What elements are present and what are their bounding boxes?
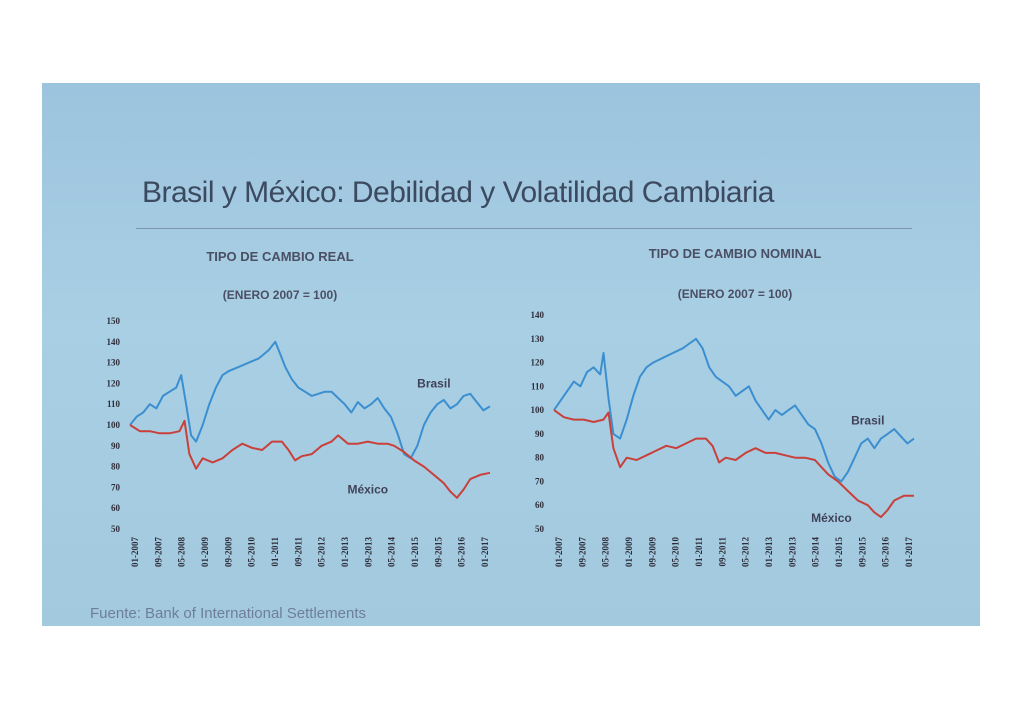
x-tick-label: 05-2010 bbox=[247, 537, 257, 567]
y-tick-label: 50 bbox=[111, 524, 121, 534]
title-divider bbox=[136, 228, 912, 229]
y-tick-label: 70 bbox=[535, 476, 545, 486]
slide-title: Brasil y México: Debilidad y Volatilidad… bbox=[142, 176, 774, 209]
chart-subtitle-nominal: (ENERO 2007 = 100) bbox=[677, 287, 793, 301]
series-label-brasil: Brasil bbox=[417, 377, 450, 391]
y-tick-label: 100 bbox=[531, 405, 545, 415]
slide: Brasil y México: Debilidad y Volatilidad… bbox=[42, 83, 980, 626]
y-tick-label: 110 bbox=[531, 381, 545, 391]
x-tick-label: 01-2007 bbox=[554, 537, 564, 567]
x-tick-label: 09-2015 bbox=[857, 537, 867, 567]
x-tick-label: 09-2011 bbox=[293, 537, 303, 567]
chart-nominal-group: 50 60 70 80 90 100 110 120 130 140 01-2007 09-2007 0… bbox=[531, 310, 915, 567]
x-tick-label: 01-2017 bbox=[904, 537, 914, 567]
x-tick-label: 05-2016 bbox=[457, 537, 467, 567]
y-tick-label: 50 bbox=[535, 524, 545, 534]
y-tick-label: 140 bbox=[531, 310, 545, 320]
y-tick-label: 120 bbox=[531, 358, 545, 368]
x-tick-label: 09-2013 bbox=[787, 537, 797, 567]
x-tick-label: 01-2011 bbox=[694, 537, 704, 567]
series-line-brasil bbox=[553, 337, 915, 483]
x-tick-label: 01-2011 bbox=[270, 537, 280, 567]
y-tick-label: 120 bbox=[107, 378, 121, 388]
x-tick-label: 05-2016 bbox=[881, 537, 891, 567]
x-tick-label: 09-2007 bbox=[153, 537, 163, 567]
y-tick-label: 70 bbox=[111, 482, 121, 492]
x-tick-label: 05-2014 bbox=[387, 537, 397, 567]
x-tick-label: 05-2012 bbox=[317, 537, 327, 567]
x-tick-label: 05-2012 bbox=[741, 537, 751, 567]
y-tick-label: 90 bbox=[535, 429, 545, 439]
x-tick-label: 05-2014 bbox=[811, 537, 821, 567]
series-line-mexico bbox=[129, 419, 491, 499]
x-tick-label: 09-2013 bbox=[363, 537, 373, 567]
series-label-mexico: México bbox=[347, 483, 388, 497]
x-tick-label: 09-2007 bbox=[577, 537, 587, 567]
x-tick-label: 01-2009 bbox=[624, 537, 634, 567]
x-tick-label: 01-2013 bbox=[340, 537, 350, 567]
x-tick-label: 09-2009 bbox=[223, 537, 233, 567]
chart-real-exchange-rate: 50 60 70 80 90 100 110 120 130 140 150 01-2007 09-20… bbox=[107, 310, 915, 567]
series-label-mexico: México bbox=[811, 511, 852, 525]
y-tick-label: 130 bbox=[531, 334, 545, 344]
chart-real-group: 50 60 70 80 90 100 110 120 130 140 150 01-2007 09-20… bbox=[107, 316, 491, 567]
series-line-brasil bbox=[129, 340, 491, 460]
y-tick-label: 110 bbox=[107, 399, 121, 409]
x-tick-label: 01-2017 bbox=[480, 537, 490, 567]
source-note: Fuente: Bank of International Settlement… bbox=[90, 605, 366, 622]
x-tick-label: 01-2013 bbox=[764, 537, 774, 567]
x-tick-label: 01-2009 bbox=[200, 537, 210, 567]
x-tick-label: 01-2015 bbox=[834, 537, 844, 567]
y-tick-label: 80 bbox=[111, 462, 121, 472]
y-tick-label: 80 bbox=[535, 453, 545, 463]
x-tick-label: 01-2015 bbox=[410, 537, 420, 567]
chart-title-real: TIPO DE CAMBIO REAL bbox=[206, 249, 354, 264]
y-tick-label: 150 bbox=[107, 316, 121, 326]
x-tick-label: 05-2010 bbox=[671, 537, 681, 567]
chart-title-nominal: TIPO DE CAMBIO NOMINAL bbox=[648, 246, 822, 261]
x-tick-label: 09-2011 bbox=[717, 537, 727, 567]
x-tick-label: 05-2008 bbox=[601, 537, 611, 567]
y-tick-label: 90 bbox=[111, 441, 121, 451]
series-line-mexico bbox=[553, 409, 914, 519]
series-label-brasil: Brasil bbox=[851, 413, 884, 427]
y-tick-label: 100 bbox=[107, 420, 121, 430]
chart-subtitle-real: (ENERO 2007 = 100) bbox=[222, 288, 338, 302]
x-tick-label: 09-2009 bbox=[647, 537, 657, 567]
y-tick-label: 60 bbox=[111, 503, 121, 513]
y-tick-label: 140 bbox=[107, 337, 121, 347]
x-tick-label: 09-2015 bbox=[433, 537, 443, 567]
x-tick-label: 01-2007 bbox=[130, 537, 140, 567]
y-tick-label: 130 bbox=[107, 358, 121, 368]
y-tick-label: 60 bbox=[535, 500, 545, 510]
x-tick-label: 05-2008 bbox=[177, 537, 187, 567]
